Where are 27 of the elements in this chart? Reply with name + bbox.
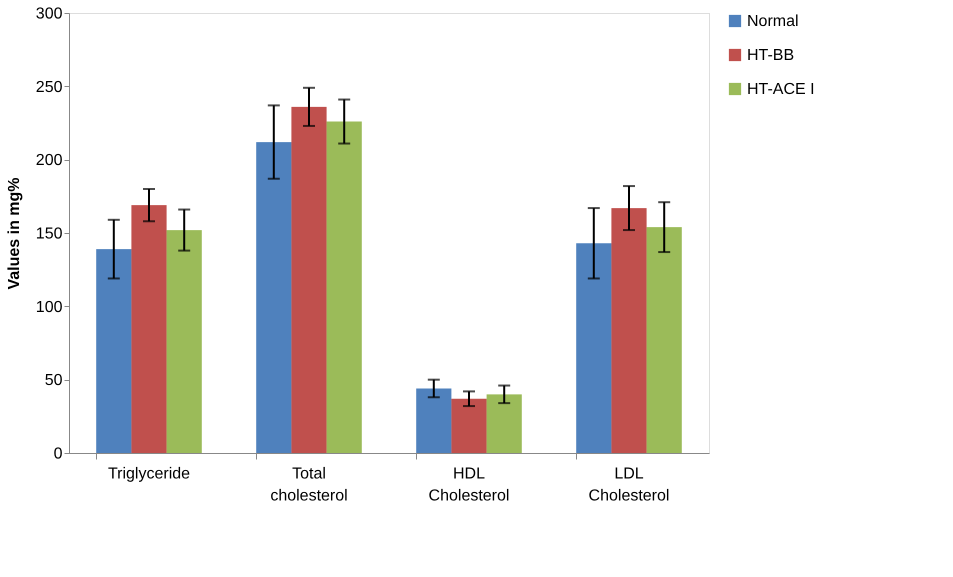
- legend-label: Normal: [747, 13, 799, 30]
- bar: [486, 394, 522, 453]
- legend-label: HT-BB: [747, 47, 794, 64]
- y-tick-label: 250: [36, 78, 63, 96]
- y-tick-label: 0: [54, 446, 63, 462]
- x-tick-label: LDL Cholesterol: [588, 466, 670, 504]
- y-tick-label: 50: [44, 372, 63, 390]
- y-tick-label: 150: [36, 226, 63, 242]
- bar: [131, 205, 167, 453]
- x-tick-label: HDL Cholesterol: [428, 466, 510, 504]
- y-tick-label: 100: [36, 298, 63, 316]
- x-tick-label: Total cholesterol: [270, 466, 348, 504]
- bar: [576, 243, 612, 453]
- y-tick-label: 300: [36, 6, 63, 22]
- bar: [166, 230, 202, 453]
- bar: [96, 249, 132, 453]
- bar: [326, 122, 362, 453]
- y-axis-title: Values in mg%: [6, 177, 23, 290]
- bar: [451, 398, 487, 453]
- bar: [611, 208, 647, 453]
- legend-label: HT-ACE I: [747, 81, 815, 98]
- y-tick-label: 200: [36, 152, 63, 170]
- x-tick-label: Triglyceride: [108, 466, 190, 482]
- bar: [646, 227, 682, 453]
- bar: [416, 388, 452, 453]
- bar: [256, 142, 292, 453]
- bar: [291, 106, 327, 453]
